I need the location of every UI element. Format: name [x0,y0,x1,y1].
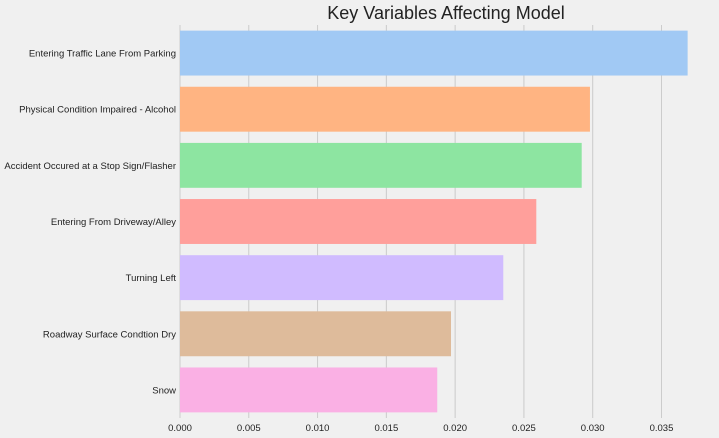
x-tick-label: 0.005 [237,423,261,434]
bar [180,311,452,357]
bar [180,142,582,188]
category-label: Entering From Driveway/Alley [51,217,176,228]
category-label: Roadway Surface Condtion Dry [43,329,176,340]
bar [180,367,438,413]
bar [180,30,688,76]
x-tick-label: 0.030 [581,423,605,434]
x-tick-label: 0.035 [650,423,674,434]
category-labels: Entering Traffic Lane From Parking Physic… [4,49,176,397]
x-tick-label: 0.015 [374,423,398,434]
x-tick-label: 0.020 [443,423,467,434]
x-tick-label: 0.000 [168,423,192,434]
chart-title: Key Variables Affecting Model [327,3,564,23]
category-label: Physical Condition Impaired - Alcohol [19,105,176,116]
x-tick-label: 0.010 [306,423,330,434]
bar [180,199,537,244]
category-label: Accident Occured at a Stop Sign/Flasher [4,161,176,172]
bar [180,255,504,301]
category-label: Entering Traffic Lane From Parking [29,49,176,60]
x-tick-label: 0.025 [512,423,536,434]
bar [180,86,590,132]
x-axis-tick-labels: 0.000 0.005 0.010 0.015 0.020 0.025 0.030 0.035 [168,423,673,434]
bar-layer [180,30,688,413]
category-label: Snow [152,385,176,396]
category-label: Turning Left [126,273,177,284]
